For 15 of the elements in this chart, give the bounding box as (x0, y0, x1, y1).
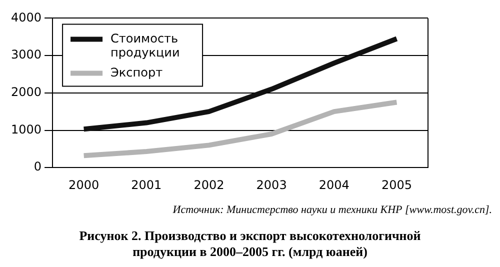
x-tick-label: 2005 (381, 178, 412, 192)
y-tick-label: 2000 (10, 85, 42, 100)
x-tick-label: 2000 (68, 178, 100, 192)
legend-label: Стоимость продукции (110, 31, 180, 60)
text: Рисунок 2. Производство и экспорт высокотехнологичной продукции в 2000–2005 гг. (млрд юаней) (78, 228, 422, 260)
text: Источник: Министерство науки и техники КНР [www.most.gov.cn]. (172, 204, 492, 216)
y-tick-label: 3000 (10, 48, 42, 62)
y-tick-label: 4000 (10, 10, 42, 24)
y-tick-label: 0 (34, 160, 42, 174)
legend-label: Экспорт (110, 65, 163, 80)
y-tick-label: 1000 (10, 122, 42, 136)
x-tick-label: 2004 (318, 178, 350, 192)
x-tick-label: 2002 (194, 178, 224, 192)
x-tick-label: 2003 (256, 178, 287, 192)
x-tick-label: 2001 (131, 178, 162, 192)
